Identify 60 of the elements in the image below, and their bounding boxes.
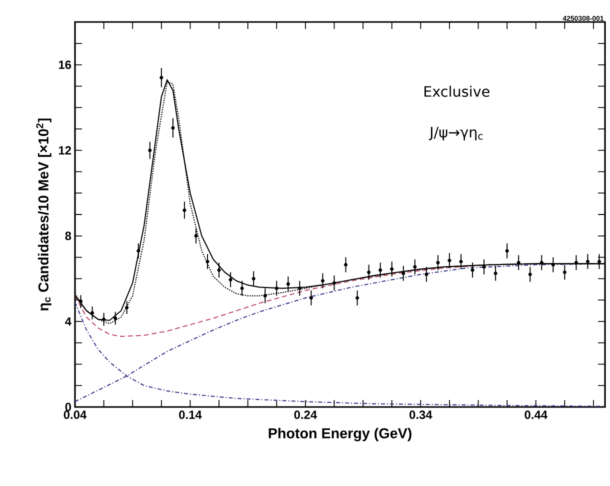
point: [516, 260, 520, 264]
point: [274, 286, 278, 290]
point: [102, 318, 106, 322]
point: [597, 260, 602, 264]
point: [505, 249, 509, 253]
x-axis-title: Photon Energy (GeV): [268, 428, 412, 442]
y-tick-label: 8: [65, 232, 72, 240]
x-tick-label: 0.24: [294, 410, 317, 419]
point: [436, 260, 440, 264]
point: [344, 262, 348, 267]
point: [182, 208, 186, 212]
y-tick-label: 12: [58, 146, 71, 155]
y-tick-label: 4: [65, 317, 72, 326]
point: [586, 260, 590, 264]
point: [160, 76, 164, 80]
point: [528, 272, 532, 276]
y-tick-label: 0: [65, 402, 71, 412]
point: [252, 276, 256, 280]
annotation: Exclusive: [424, 86, 490, 97]
point: [332, 281, 336, 285]
point: [136, 249, 140, 253]
point: [470, 268, 474, 272]
point: [367, 270, 371, 274]
point: [171, 126, 175, 130]
point: [90, 311, 94, 315]
point: [263, 294, 267, 298]
point: [148, 148, 152, 152]
annotation: J/ψ→γη$_{c}$: [428, 126, 483, 140]
point: [574, 260, 578, 264]
point: [320, 279, 325, 283]
point: [125, 306, 129, 310]
point: [424, 272, 428, 276]
point: [228, 278, 232, 282]
point: [355, 296, 360, 300]
point: [562, 270, 566, 274]
point: [114, 316, 118, 320]
point: [78, 300, 83, 304]
y-axis-title: η$_{c}$ Candidates/10 MeV [×10$^{2}$]: [36, 118, 52, 310]
x-tick-label: 0.34: [409, 410, 432, 420]
x-tick-label: 0.44: [524, 410, 548, 419]
point: [551, 262, 555, 267]
point: [378, 268, 382, 272]
point: [309, 296, 313, 300]
point: [540, 260, 544, 264]
x-tick-label: 0.14: [179, 410, 202, 419]
point: [494, 272, 498, 276]
point: [217, 268, 221, 272]
point: [240, 286, 244, 290]
point: [482, 265, 486, 269]
point: [286, 282, 290, 286]
point: [390, 267, 394, 271]
point: [459, 260, 463, 264]
point: [402, 272, 406, 276]
point: [194, 234, 198, 238]
point: [448, 258, 452, 262]
point: [206, 260, 210, 264]
x-tick-label: 0.04: [64, 410, 87, 419]
point: [413, 265, 417, 269]
point: [298, 286, 302, 290]
y-tick-label: 16: [58, 60, 72, 69]
